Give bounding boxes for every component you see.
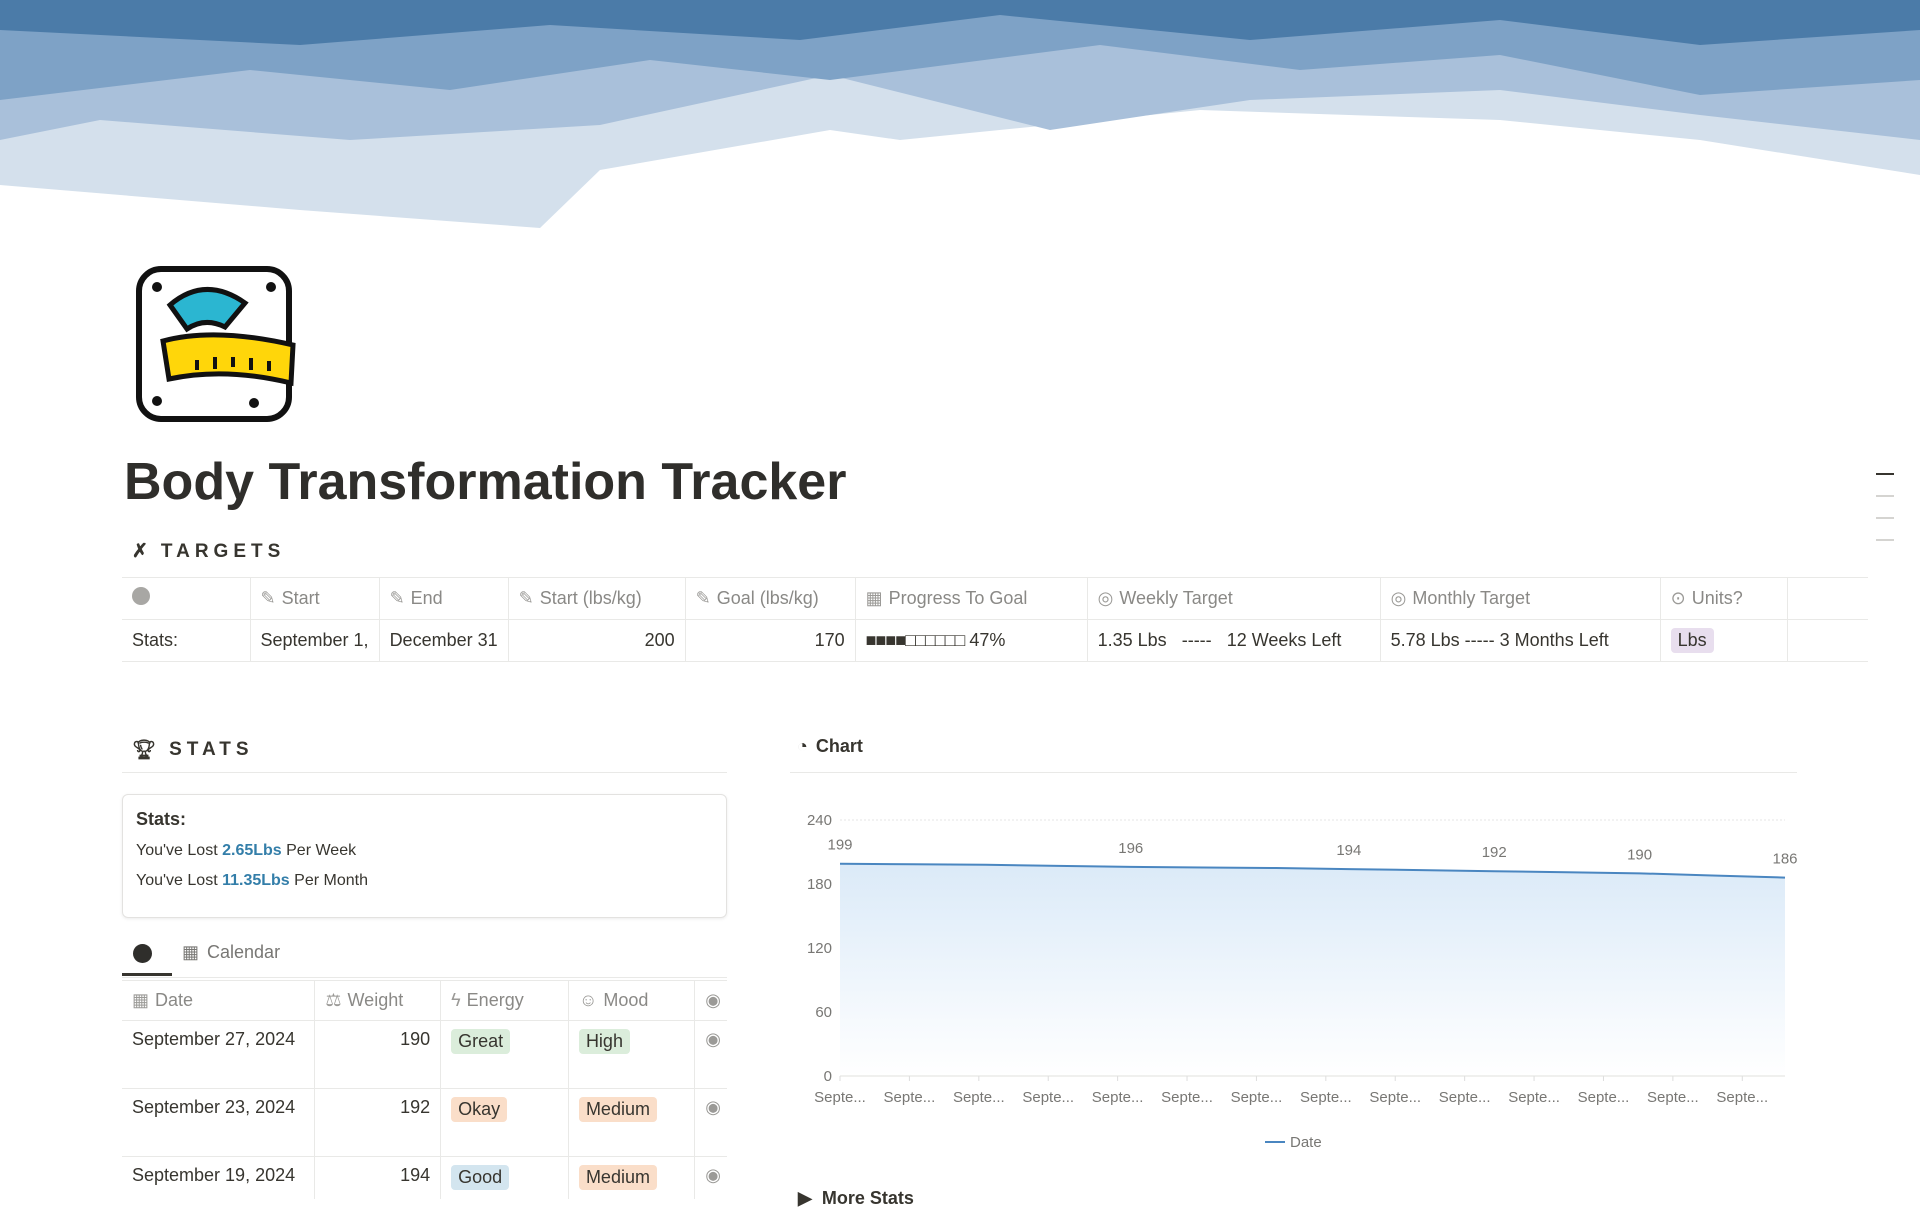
stats-callout: Stats: You've Lost 2.65Lbs Per Week You'… bbox=[122, 794, 727, 918]
x-tick-label: Septe... bbox=[1716, 1089, 1768, 1106]
header-mood[interactable]: ☺ Mood bbox=[567, 980, 696, 1021]
entries-table-wrapper: ▦ Date ⚖ Weight ϟ Energy ☺ Mood ◉ September … bbox=[122, 980, 727, 1199]
targets-table: ✎ Start ✎ End ✎ Start (lbs/kg) ✎ Goal (lbs/k… bbox=[122, 577, 1868, 662]
x-tick-label: Septe... bbox=[953, 1089, 1005, 1106]
weekly-target: 1.35 Lbs ----- 12 Weeks Left bbox=[1086, 619, 1381, 662]
units[interactable]: Lbs bbox=[1659, 619, 1788, 662]
lightning-icon: ϟ bbox=[451, 990, 461, 1010]
start-date[interactable]: September 1, bbox=[249, 619, 380, 662]
header-end[interactable]: ✎ End bbox=[378, 577, 509, 620]
end-date[interactable]: December 31 bbox=[378, 619, 509, 662]
cover-banner bbox=[0, 0, 1920, 230]
scale-icon: ⚖ bbox=[325, 990, 342, 1010]
x-tick-label: Septe... bbox=[814, 1089, 866, 1106]
weekly-loss: You've Lost 2.65Lbs Per Week bbox=[136, 842, 357, 859]
area-fill bbox=[840, 863, 1785, 1076]
row-label[interactable]: Stats: bbox=[122, 619, 251, 662]
data-label: 196 bbox=[1118, 840, 1143, 857]
y-tick-label: 0 bbox=[824, 1068, 832, 1085]
x-tick-label: Septe... bbox=[1161, 1089, 1213, 1106]
header-progress[interactable]: ▦ Progress To Goal bbox=[854, 577, 1088, 620]
header-start[interactable]: ✎ Start bbox=[249, 577, 380, 620]
target-icon: ◎ bbox=[1097, 588, 1114, 608]
header-more[interactable]: ◉ bbox=[694, 980, 727, 1021]
header-monthly-target[interactable]: ◎ Monthly Target bbox=[1379, 577, 1661, 620]
monthly-target: 5.78 Lbs ----- 3 Months Left bbox=[1379, 619, 1661, 662]
circle-icon bbox=[133, 944, 152, 963]
table-row: September 27, 2024 190 Great High ◉ bbox=[122, 1020, 727, 1089]
data-label: 190 bbox=[1627, 846, 1652, 863]
trophy-icon: 🏆︎ bbox=[132, 740, 162, 761]
pencil-icon: ✎ bbox=[518, 588, 534, 608]
x-tick-label: Septe... bbox=[1578, 1089, 1630, 1106]
scale-tape-icon bbox=[136, 266, 296, 422]
header-date[interactable]: ▦ Date bbox=[122, 980, 316, 1021]
pencil-icon: ✎ bbox=[389, 588, 405, 608]
targets-heading: ✗ TARGETS bbox=[132, 540, 286, 563]
x-tick-label: Septe... bbox=[1439, 1089, 1491, 1106]
monthly-loss: You've Lost 11.35Lbs Per Month bbox=[136, 872, 368, 889]
calendar-icon: ▦ bbox=[182, 942, 200, 962]
y-tick-label: 60 bbox=[815, 1004, 832, 1021]
y-tick-label: 240 bbox=[807, 812, 832, 829]
start-weight[interactable]: 200 bbox=[507, 619, 686, 662]
table-row: Stats: September 1, December 31 200 170 … bbox=[122, 619, 1868, 662]
circle-icon: ◉ bbox=[705, 990, 721, 1010]
pencil-icon: ✎ bbox=[695, 588, 711, 608]
calendar-icon: ▦ bbox=[132, 990, 150, 1010]
x-tick-label: Septe... bbox=[1508, 1089, 1560, 1106]
circle-icon bbox=[132, 587, 150, 605]
tab-default[interactable] bbox=[122, 940, 172, 976]
pencil-icon: ✎ bbox=[260, 588, 276, 608]
weight-chart[interactable]: 0 60 120 180 240 199 196 194 192 190 186 Septe... Se… bbox=[780, 780, 1820, 1160]
data-label: 199 bbox=[827, 837, 852, 854]
header-start-weight[interactable]: ✎ Start (lbs/kg) bbox=[507, 577, 686, 620]
series-line bbox=[839, 862, 1786, 879]
stats-heading: 🏆︎ STATS bbox=[132, 739, 254, 761]
entries-table: ▦ Date ⚖ Weight ϟ Energy ☺ Mood ◉ September … bbox=[122, 980, 727, 1199]
table-header: ▦ Date ⚖ Weight ϟ Energy ☺ Mood ◉ bbox=[122, 980, 727, 1021]
data-label: 194 bbox=[1336, 842, 1361, 859]
table-header: ✎ Start ✎ End ✎ Start (lbs/kg) ✎ Goal (lbs/k… bbox=[122, 577, 1868, 620]
data-label: 186 bbox=[1772, 851, 1797, 868]
page-title: Body Transformation Tracker bbox=[124, 453, 847, 511]
x-tick-label: Septe... bbox=[1369, 1089, 1421, 1106]
header-goal-weight[interactable]: ✎ Goal (lbs/kg) bbox=[684, 577, 856, 620]
divider bbox=[122, 772, 727, 773]
y-tick-label: 120 bbox=[807, 940, 832, 957]
x-tick-label: Septe... bbox=[1231, 1089, 1283, 1106]
header-weekly-target[interactable]: ◎ Weekly Target bbox=[1086, 577, 1381, 620]
x-tick-label: Septe... bbox=[884, 1089, 936, 1106]
data-label: 192 bbox=[1482, 844, 1507, 861]
header-units[interactable]: ⊙ Units? bbox=[1659, 577, 1788, 620]
goal-weight[interactable]: 170 bbox=[684, 619, 856, 662]
tab-calendar[interactable]: ▦ Calendar bbox=[182, 942, 281, 962]
x-tick-label: Septe... bbox=[1022, 1089, 1074, 1106]
table-of-contents[interactable] bbox=[1876, 473, 1894, 561]
chart-heading: ◔ Chart bbox=[797, 736, 863, 756]
x-tick-label: Septe... bbox=[1647, 1089, 1699, 1106]
chart-icon: ▦ bbox=[865, 588, 883, 608]
header-weight[interactable]: ⚖ Weight bbox=[314, 980, 442, 1021]
table-row: September 19, 2024 194 Good Medium ◉ bbox=[122, 1156, 727, 1199]
select-icon: ⊙ bbox=[1670, 588, 1686, 608]
x-tick-label: Septe... bbox=[1300, 1089, 1352, 1106]
progress-to-goal: ■■■■□□□□□□ 47% bbox=[854, 619, 1088, 662]
header-status[interactable] bbox=[122, 577, 251, 620]
x-tick-label: Septe... bbox=[1092, 1089, 1144, 1106]
smiley-icon: ☺ bbox=[578, 990, 598, 1010]
legend-label: Date bbox=[1290, 1134, 1322, 1151]
target-icon: ◎ bbox=[1390, 588, 1407, 608]
table-row: September 23, 2024 192 Okay Medium ◉ bbox=[122, 1088, 727, 1157]
header-energy[interactable]: ϟ Energy bbox=[440, 980, 569, 1021]
y-tick-label: 180 bbox=[807, 876, 832, 893]
pie-chart-icon: ◔ bbox=[797, 736, 808, 756]
target-arrows-icon: ✗ bbox=[132, 541, 153, 562]
